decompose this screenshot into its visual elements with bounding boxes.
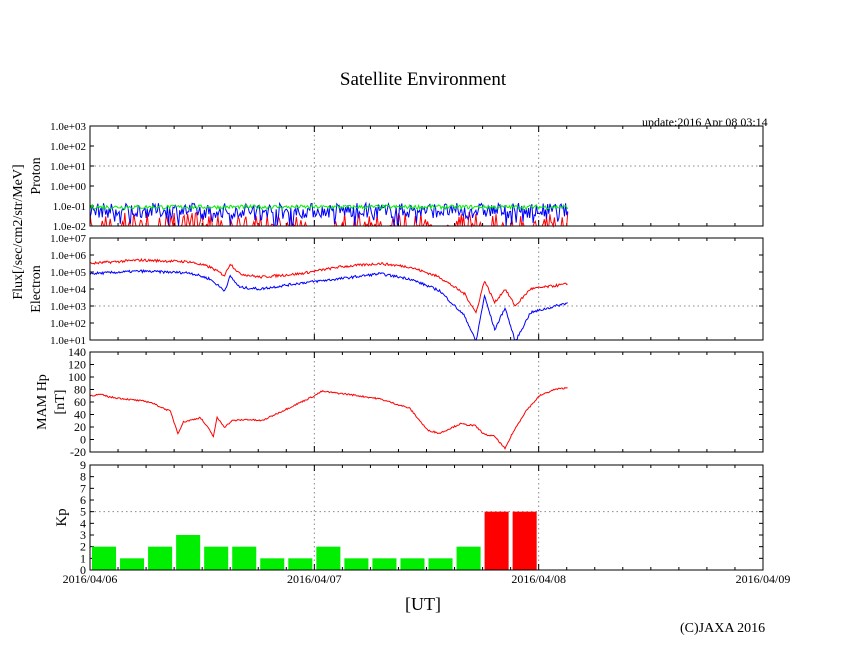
- kp-bar: [232, 546, 257, 570]
- kp-bar: [92, 546, 117, 570]
- kp-bar: [400, 558, 425, 570]
- y-tick-label: 1.0e+07: [50, 233, 86, 245]
- y-tick-label: 1.0e+02: [50, 141, 86, 153]
- kp-bar: [204, 546, 229, 570]
- y-tick-label: 9: [80, 458, 86, 472]
- y-axis-label-mam_hp: MAM Hp: [35, 374, 50, 430]
- y-tick-label: 1.0e+05: [50, 267, 86, 279]
- y-tick-label: 140: [68, 345, 86, 359]
- y-tick-label: 1.0e+02: [50, 318, 86, 330]
- kp-bar: [344, 558, 369, 570]
- y-axis-label-electron: Electron: [29, 265, 44, 312]
- series-green: [89, 203, 569, 211]
- panel-kp: [90, 465, 763, 570]
- kp-bar: [260, 558, 285, 570]
- y-tick-label: -20: [70, 445, 86, 459]
- kp-bar: [456, 546, 481, 570]
- x-tick-label: 2016/04/09: [736, 572, 791, 586]
- y-tick-label: 0: [80, 563, 86, 577]
- kp-bar: [512, 511, 537, 570]
- y-tick-label: 2: [80, 540, 86, 554]
- y-tick-label: 1.0e+06: [50, 250, 86, 262]
- y-tick-label: 60: [74, 395, 86, 409]
- y-tick-label: 1.0e+03: [50, 301, 86, 313]
- y-tick-label: 3: [80, 528, 86, 542]
- panel-frame: [89, 351, 764, 453]
- panel-frame: [89, 237, 764, 341]
- kp-bar: [148, 546, 173, 570]
- x-axis-label: [UT]: [405, 594, 441, 614]
- kp-bar: [176, 535, 201, 570]
- y-tick-label: 7: [80, 481, 86, 495]
- y-tick-label: 100: [68, 370, 86, 384]
- kp-bar: [372, 558, 397, 570]
- panel-mam_hp: [90, 352, 763, 452]
- kp-bar: [484, 511, 509, 570]
- y-tick-label: 0: [80, 433, 86, 447]
- chart-title: Satellite Environment: [339, 69, 507, 90]
- y-tick-label: 80: [74, 383, 86, 397]
- kp-bar: [428, 558, 453, 570]
- x-tick-label: 2016/04/08: [511, 572, 566, 586]
- kp-bar: [120, 558, 145, 570]
- y-tick-label: 4: [80, 516, 86, 530]
- panel-frame: [89, 464, 764, 571]
- flux-axis-label: Flux[/sec/cm2/str/MeV]: [11, 164, 26, 299]
- y-tick-label: 6: [80, 493, 86, 507]
- y-tick-label: 1.0e+04: [50, 284, 86, 296]
- panel-proton: [90, 126, 763, 226]
- panel-electron: [90, 238, 763, 340]
- y-tick-label: 20: [74, 420, 86, 434]
- y-tick-label: 1.0e-02: [53, 221, 86, 233]
- y-tick-label: 5: [80, 505, 86, 519]
- y-tick-label: 40: [74, 408, 86, 422]
- panel-frame: [89, 125, 764, 227]
- series-blue: [89, 269, 568, 341]
- x-tick-label: 2016/04/06: [63, 572, 118, 586]
- y-axis-label-proton: Proton: [29, 157, 44, 194]
- y-axis-unit: [nT]: [53, 390, 68, 415]
- y-tick-label: 1.0e+01: [50, 161, 86, 173]
- series-red: [89, 257, 568, 314]
- y-tick-label: 1.0e+03: [50, 121, 86, 133]
- kp-bar: [288, 558, 313, 570]
- y-axis-label-kp: Kp: [54, 508, 70, 526]
- y-tick-label: 8: [80, 470, 86, 484]
- y-tick-label: 1.0e-01: [53, 201, 86, 213]
- kp-bar: [316, 546, 341, 570]
- copyright: (C)JAXA 2016: [680, 621, 766, 636]
- x-tick-label: 2016/04/07: [287, 572, 342, 586]
- y-tick-label: 1.0e+01: [50, 335, 86, 347]
- y-tick-label: 120: [68, 358, 86, 372]
- y-tick-label: 1.0e+00: [50, 181, 86, 193]
- y-tick-label: 1: [80, 551, 86, 565]
- series-red: [89, 386, 568, 451]
